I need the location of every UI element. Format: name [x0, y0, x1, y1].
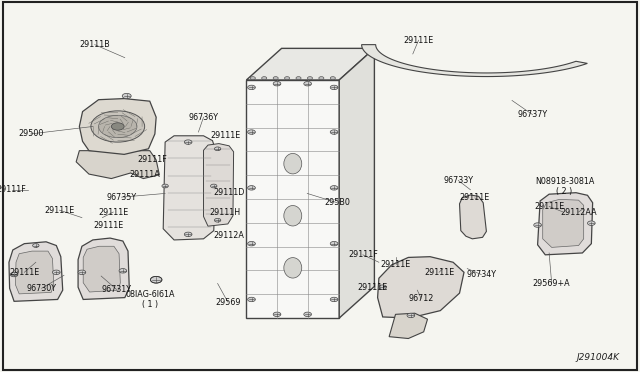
- Polygon shape: [543, 199, 584, 247]
- Circle shape: [211, 184, 217, 188]
- Text: 29111E: 29111E: [44, 206, 75, 215]
- Circle shape: [78, 270, 86, 275]
- Polygon shape: [79, 99, 156, 154]
- Circle shape: [248, 186, 255, 190]
- Text: 295B0: 295B0: [324, 198, 350, 207]
- Circle shape: [111, 123, 124, 130]
- Circle shape: [534, 223, 541, 227]
- Polygon shape: [246, 48, 374, 80]
- Text: 29112A: 29112A: [214, 231, 244, 240]
- Polygon shape: [83, 246, 120, 292]
- Circle shape: [248, 130, 255, 134]
- Circle shape: [33, 244, 39, 247]
- Text: 29111F: 29111F: [0, 185, 26, 194]
- Circle shape: [273, 77, 278, 80]
- Text: 96737Y: 96737Y: [517, 110, 548, 119]
- Text: 29111D: 29111D: [213, 188, 245, 197]
- Polygon shape: [389, 313, 428, 339]
- Polygon shape: [362, 45, 588, 77]
- Circle shape: [248, 297, 255, 302]
- Text: 29111E: 29111E: [460, 193, 490, 202]
- Circle shape: [184, 140, 192, 144]
- Text: 29111H: 29111H: [210, 208, 241, 217]
- Text: 29111E: 29111E: [357, 283, 388, 292]
- Circle shape: [214, 147, 221, 151]
- Polygon shape: [246, 80, 339, 318]
- Ellipse shape: [284, 205, 302, 226]
- Circle shape: [150, 276, 162, 283]
- Polygon shape: [76, 151, 159, 179]
- Circle shape: [304, 312, 312, 317]
- Polygon shape: [163, 136, 216, 240]
- Circle shape: [330, 130, 338, 134]
- Text: 08IAG-6I61A
( 1 ): 08IAG-6I61A ( 1 ): [125, 290, 175, 309]
- Text: 96733Y: 96733Y: [444, 176, 473, 185]
- Circle shape: [407, 313, 415, 318]
- Circle shape: [273, 81, 281, 86]
- Text: 96735Y: 96735Y: [106, 193, 137, 202]
- Text: 29111E: 29111E: [403, 36, 434, 45]
- Ellipse shape: [284, 257, 302, 278]
- Text: 29111E: 29111E: [98, 208, 129, 217]
- Text: 29111A: 29111A: [129, 170, 160, 179]
- Circle shape: [330, 297, 338, 302]
- Circle shape: [588, 221, 595, 225]
- Text: 29111E: 29111E: [9, 268, 40, 277]
- Polygon shape: [15, 251, 54, 294]
- Circle shape: [304, 81, 312, 86]
- Circle shape: [248, 241, 255, 246]
- Text: 29111B: 29111B: [79, 40, 110, 49]
- Text: 29112AA: 29112AA: [560, 208, 597, 217]
- Text: 96736Y: 96736Y: [189, 113, 218, 122]
- Text: J291004K: J291004K: [577, 353, 620, 362]
- Text: 29111F: 29111F: [348, 250, 378, 259]
- Circle shape: [285, 77, 290, 80]
- Circle shape: [330, 241, 338, 246]
- Polygon shape: [204, 144, 234, 226]
- Circle shape: [10, 272, 18, 277]
- Circle shape: [330, 77, 335, 80]
- Text: 29569+A: 29569+A: [533, 279, 570, 288]
- Circle shape: [330, 85, 338, 90]
- Text: 29500: 29500: [18, 129, 44, 138]
- Polygon shape: [378, 257, 464, 318]
- Text: N08918-3081A
( 2 ): N08918-3081A ( 2 ): [535, 177, 594, 196]
- Text: 29111E: 29111E: [380, 260, 411, 269]
- Circle shape: [119, 269, 127, 273]
- Circle shape: [184, 232, 192, 237]
- Circle shape: [91, 111, 145, 142]
- Circle shape: [248, 85, 255, 90]
- Text: 96730Y: 96730Y: [27, 284, 56, 293]
- Circle shape: [52, 270, 60, 275]
- Polygon shape: [9, 242, 63, 301]
- Text: 96731Y: 96731Y: [102, 285, 131, 294]
- Circle shape: [162, 184, 168, 188]
- Circle shape: [273, 312, 281, 317]
- Circle shape: [214, 218, 221, 222]
- Circle shape: [122, 93, 131, 99]
- Text: 29111E: 29111E: [424, 268, 454, 277]
- Circle shape: [99, 115, 137, 138]
- Circle shape: [319, 77, 324, 80]
- Text: 29569: 29569: [215, 298, 241, 307]
- Text: 29111E: 29111E: [93, 221, 124, 230]
- Circle shape: [307, 77, 312, 80]
- Polygon shape: [339, 48, 374, 318]
- Text: 29111E: 29111E: [210, 131, 241, 140]
- Polygon shape: [538, 193, 593, 255]
- Circle shape: [330, 186, 338, 190]
- Text: 29111E: 29111E: [534, 202, 564, 211]
- Text: 29111F: 29111F: [138, 155, 167, 164]
- Text: 96712: 96712: [408, 294, 434, 303]
- Text: 96734Y: 96734Y: [467, 270, 496, 279]
- Polygon shape: [460, 195, 486, 239]
- Circle shape: [379, 285, 387, 289]
- Circle shape: [262, 77, 267, 80]
- Circle shape: [296, 77, 301, 80]
- Polygon shape: [78, 238, 129, 299]
- Circle shape: [250, 77, 255, 80]
- Ellipse shape: [284, 153, 302, 174]
